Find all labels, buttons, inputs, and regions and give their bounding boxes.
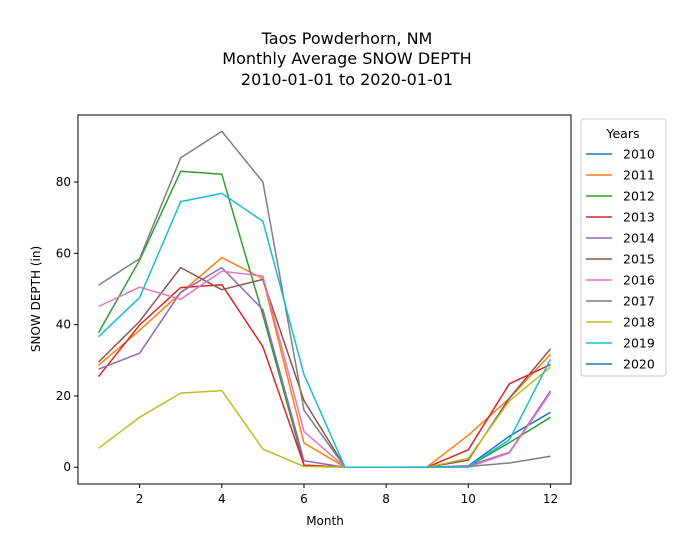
x-tick-label: 8: [382, 492, 390, 506]
series-line-2018: [98, 366, 551, 468]
y-tick-label: 60: [56, 246, 71, 260]
series-line-2019: [97, 192, 552, 468]
legend-label-2015: 2015: [623, 252, 655, 267]
x-tick-label: 10: [461, 492, 476, 506]
plot-area-frame: [77, 114, 572, 485]
legend-box: [580, 118, 667, 377]
y-tick-label: 40: [56, 318, 71, 332]
legend-label-2018: 2018: [623, 315, 655, 330]
legend-label-2017: 2017: [623, 294, 655, 309]
legend-label-2016: 2016: [623, 273, 655, 288]
x-axis-label: Month: [306, 514, 344, 528]
y-axis-label: SNOW DEPTH (in): [29, 246, 43, 352]
chart-title-line-3: 2010-01-01 to 2020-01-01: [241, 70, 453, 89]
y-axis: 0 20 40 60 80: [56, 175, 78, 474]
series-layer: [97, 130, 552, 468]
legend-title: Years: [606, 126, 640, 141]
chart-title: Taos Powderhorn, NM Monthly Average SNOW…: [222, 29, 471, 89]
series-line-2014: [98, 266, 552, 468]
y-tick-label: 80: [56, 175, 71, 189]
legend-label-2012: 2012: [623, 189, 655, 204]
chart-title-line-1: Taos Powderhorn, NM: [261, 29, 433, 48]
legend-label-2010: 2010: [623, 147, 655, 162]
series-line-2010: [467, 411, 551, 467]
series-line-2017: [98, 130, 551, 468]
legend-label-2011: 2011: [623, 168, 655, 183]
legend-label-2019: 2019: [623, 336, 655, 351]
legend-label-2014: 2014: [623, 231, 655, 246]
y-tick-label: 0: [63, 460, 71, 474]
legend: Years 2010201120122013201420152016201720…: [580, 118, 667, 377]
legend-items: 2010 2011 2012 2013 2014 2015 2016 2017 2018 2019…: [586, 147, 655, 372]
chart-title-line-2: Monthly Average SNOW DEPTH: [222, 49, 471, 68]
axes-layer: [77, 114, 572, 485]
y-tick-label: 20: [56, 389, 71, 403]
series-line-2011: [98, 256, 552, 468]
legend-label-2020: 2020: [623, 357, 655, 372]
x-tick-label: 12: [543, 492, 558, 506]
legend-label-2013: 2013: [623, 210, 655, 225]
x-tick-label: 4: [218, 492, 226, 506]
x-tick-label: 6: [300, 492, 308, 506]
x-axis: 2 4 6 8 10 12: [136, 484, 558, 506]
x-tick-label: 2: [136, 492, 144, 506]
series-line-2016: [98, 270, 552, 468]
